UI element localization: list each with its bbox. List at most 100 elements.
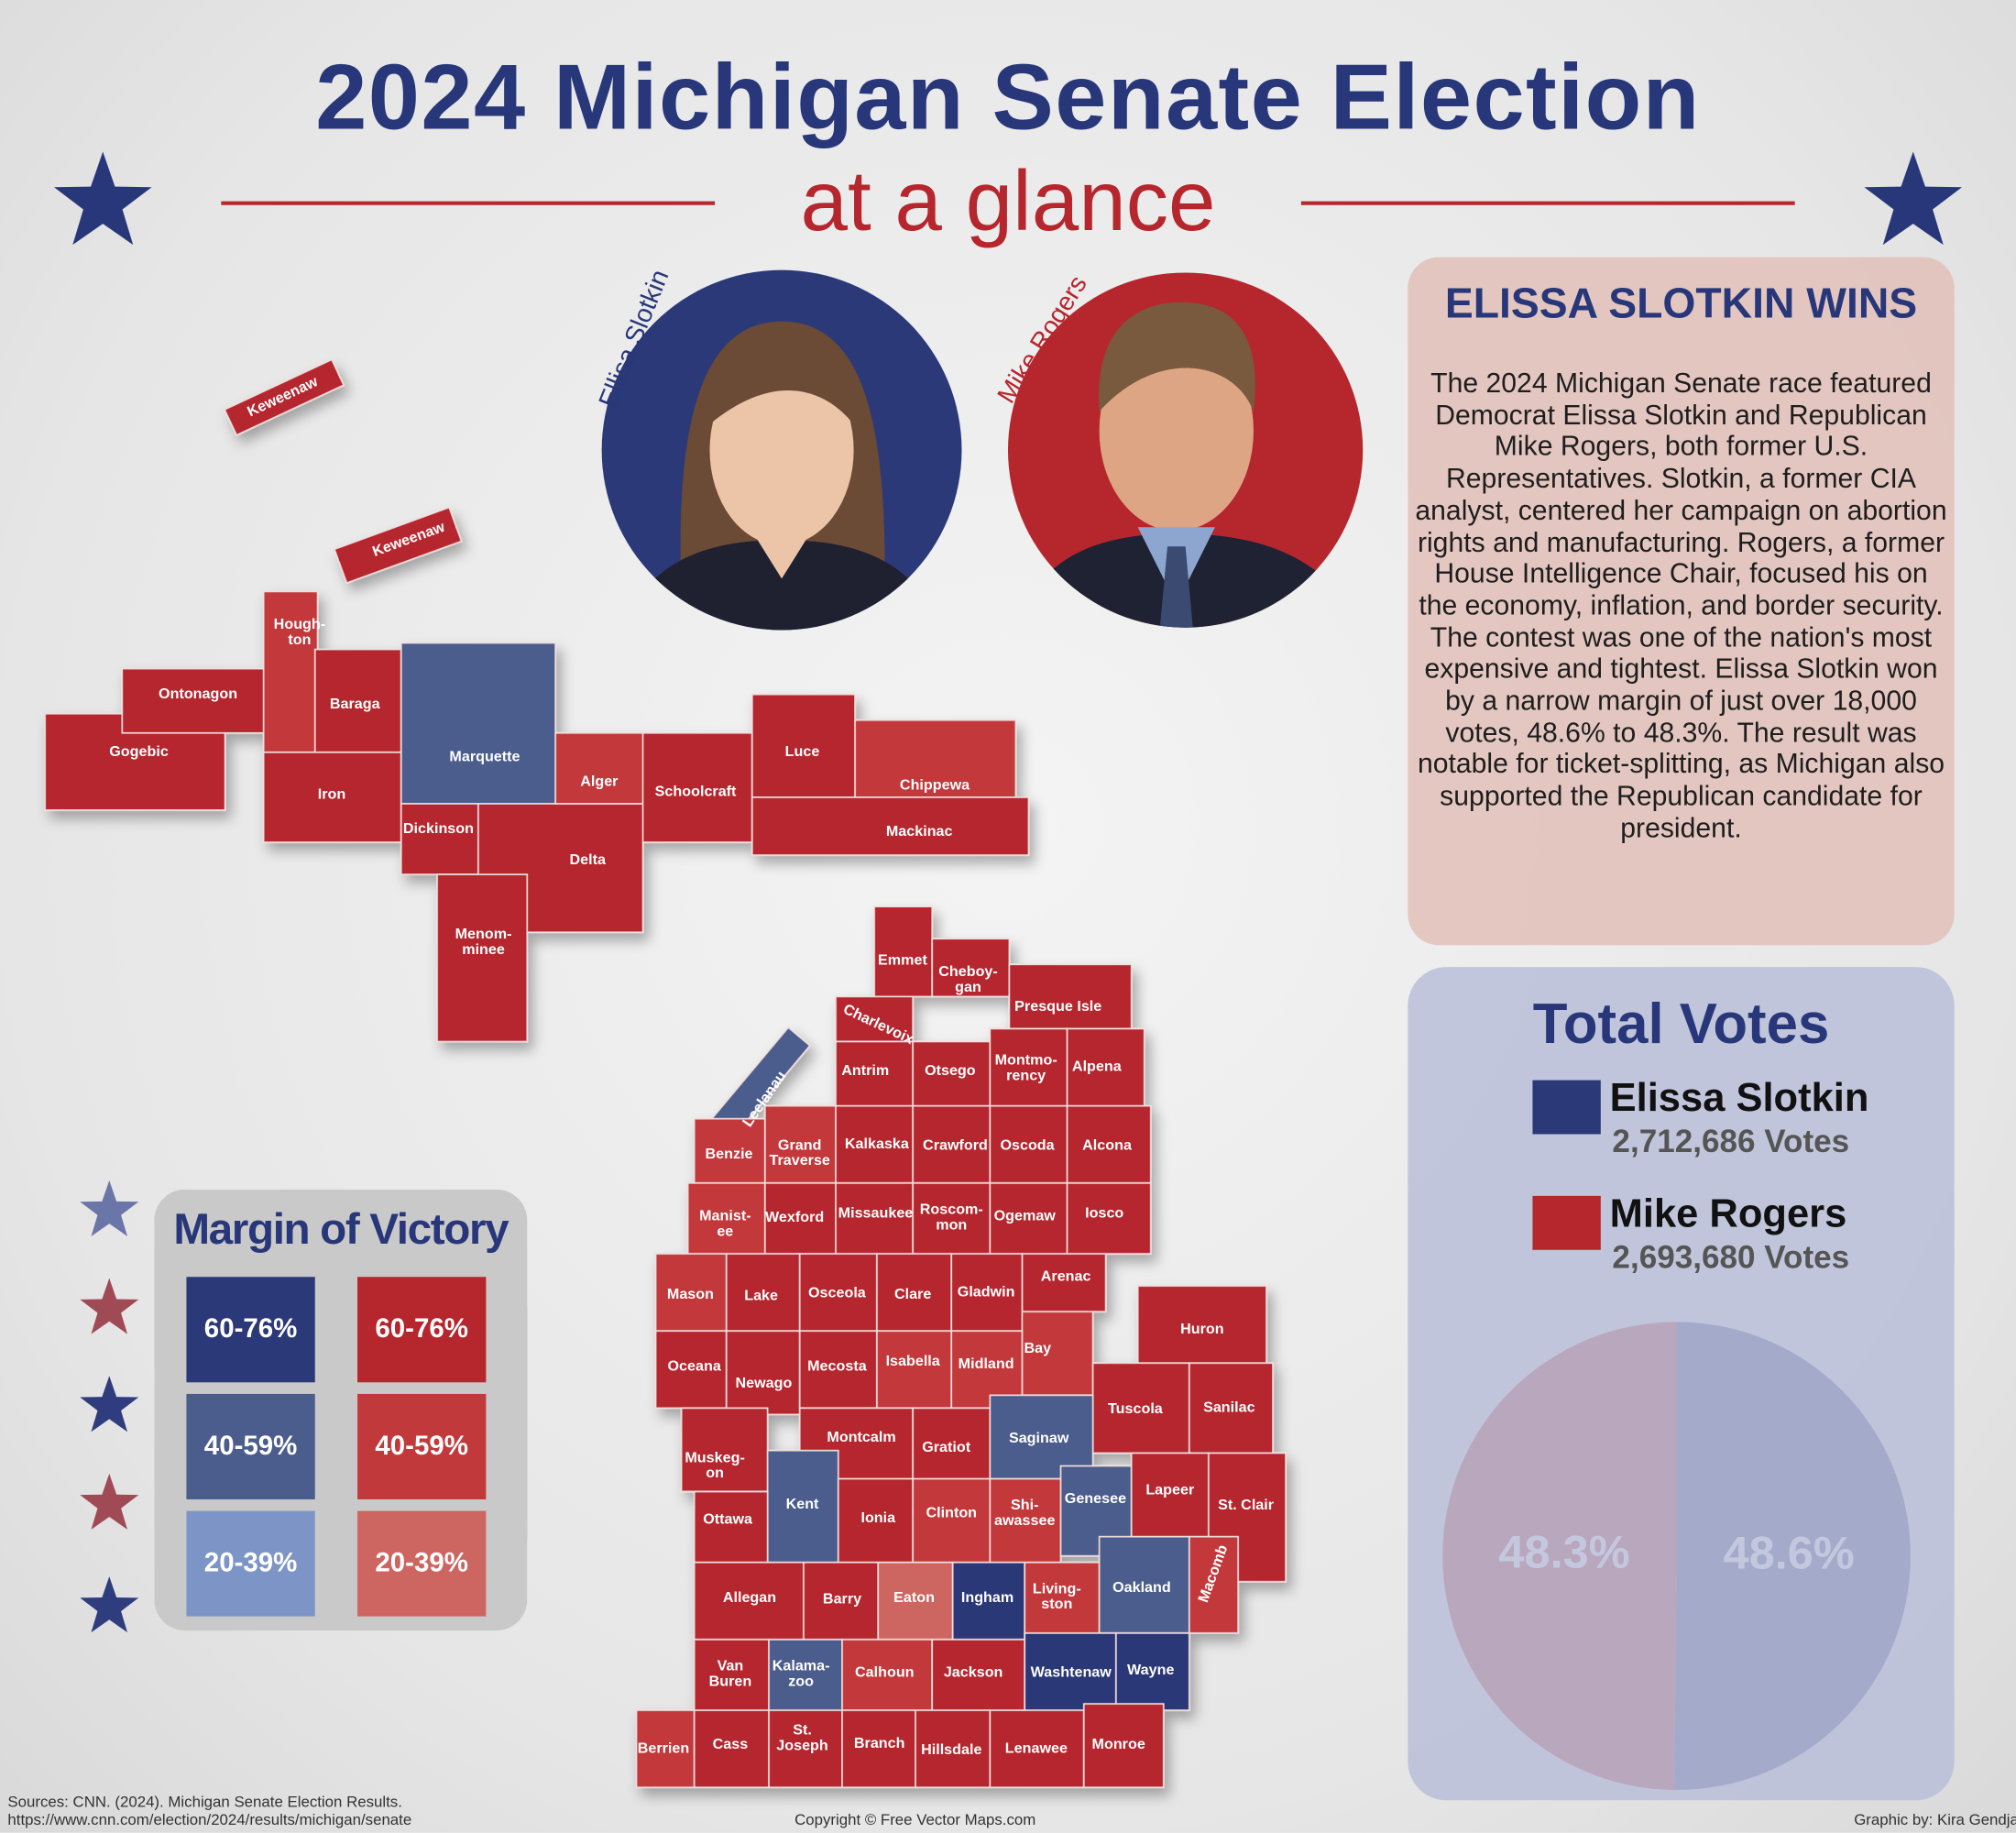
county [912, 1477, 992, 1564]
county-label: Otsego [925, 1063, 976, 1080]
vote-count: 2,693,680 Votes [1612, 1239, 1850, 1276]
legend-swatch [1532, 1195, 1601, 1250]
county-label: Wayne [1127, 1663, 1175, 1678]
county-label: Midland [958, 1356, 1014, 1373]
county-label: Kent [785, 1497, 819, 1512]
county [854, 719, 1017, 798]
county-label: Muskeg- on [685, 1450, 745, 1482]
county [1066, 1181, 1152, 1255]
county-label: Jackson [943, 1664, 1003, 1681]
county-label: Branch [853, 1736, 905, 1751]
county-label: Saginaw [1008, 1431, 1069, 1447]
county [931, 938, 1011, 998]
county [763, 1181, 837, 1255]
county-label: Mason [666, 1287, 714, 1303]
county [768, 1639, 843, 1711]
map-credit: Copyright © Free Vector Maps.com [794, 1810, 1036, 1829]
county [841, 1709, 916, 1789]
county [912, 1040, 992, 1107]
county-label: Chippewa [899, 777, 970, 794]
county-label: Sanilac [1203, 1399, 1255, 1416]
county-label: Hough- ton [273, 617, 326, 649]
legend-swatch: 20-39% [357, 1510, 487, 1617]
votes-panel [1408, 967, 1955, 1801]
county-label: Bay [1024, 1341, 1052, 1357]
legend-label: Mike Rogers [1609, 1191, 1847, 1236]
title: 2024 Michigan Senate Election [315, 46, 1701, 149]
county-label: Mecosta [807, 1359, 867, 1375]
county [1130, 1452, 1210, 1538]
county [554, 731, 644, 805]
county [333, 506, 463, 585]
county-label: Living- ston [1032, 1581, 1081, 1613]
county [641, 731, 753, 843]
star [80, 1473, 139, 1530]
county-label: Genesee [1064, 1491, 1127, 1508]
county-label: Ogemaw [993, 1208, 1056, 1224]
county [768, 1709, 843, 1789]
map [44, 358, 1287, 1789]
county-label: Ingham [960, 1590, 1014, 1607]
county [915, 1709, 992, 1789]
county [693, 1639, 770, 1711]
county [1008, 963, 1133, 1030]
county-label: Marquette [449, 749, 520, 765]
county [400, 642, 556, 805]
author: Graphic by: Kira Gendjar [1854, 1810, 2016, 1829]
chart-title: Total Votes [1532, 993, 1830, 1056]
county-label: Crawford [923, 1137, 988, 1154]
subtitle: at a glance [800, 152, 1216, 248]
county-label: Mackinac [885, 824, 953, 840]
county-label: Presque Isle [1014, 999, 1102, 1015]
county-label: Gratiot [922, 1440, 971, 1456]
county-label: Emmet [878, 952, 927, 969]
county [751, 693, 856, 798]
county-label: Roscom- mon [919, 1202, 983, 1234]
star [80, 1180, 139, 1236]
legend-swatch: 40-59% [357, 1393, 487, 1499]
county-label: Oakland [1112, 1580, 1171, 1597]
star [80, 1576, 139, 1633]
county [313, 648, 402, 753]
county [223, 358, 345, 436]
county-label: Montmo- rency [994, 1053, 1057, 1084]
county [912, 1407, 992, 1480]
county [262, 590, 319, 753]
county [1188, 1362, 1274, 1454]
county-label: Isabella [885, 1354, 940, 1370]
county [751, 796, 1030, 856]
county-label: Eaton [893, 1590, 935, 1607]
vote-count: 2,712,686 Votes [1612, 1124, 1850, 1160]
county [989, 1027, 1068, 1107]
county [912, 1181, 992, 1255]
county-label: Monroe [1091, 1737, 1145, 1753]
sources: Sources: CNN. (2024). Michigan Senate El… [7, 1792, 402, 1811]
county-label: Iron [317, 786, 346, 803]
county-label: Kalama- zoo [772, 1658, 830, 1690]
county-label: Gladwin [957, 1284, 1015, 1301]
county-label: Cass [712, 1737, 749, 1753]
county-label: Osceola [807, 1286, 866, 1301]
county-label: Alcona [1082, 1137, 1132, 1154]
county [1066, 1104, 1152, 1184]
county [989, 1709, 1085, 1789]
county-label: Ionia [860, 1510, 896, 1527]
legend-label: Elissa Slotkin [1609, 1074, 1869, 1121]
county [654, 1330, 728, 1410]
county-label: Manist- ee [699, 1208, 751, 1240]
county-label: Iosco [1085, 1206, 1124, 1222]
county-label: Ontonagon [159, 686, 238, 703]
county-label: Berrien [637, 1740, 690, 1757]
legend-swatch: 40-59% [186, 1393, 315, 1499]
county-label: Van Buren [708, 1658, 752, 1690]
county-label: St. Clair [1218, 1498, 1275, 1514]
county-label: Luce [784, 744, 820, 761]
county [951, 1561, 1026, 1641]
county [763, 1104, 837, 1184]
summary-text: The 2024 Michigan Senate race featured D… [1415, 368, 1947, 844]
county-label: Gogebic [109, 744, 169, 761]
county-label: Menom- minee [455, 927, 512, 959]
